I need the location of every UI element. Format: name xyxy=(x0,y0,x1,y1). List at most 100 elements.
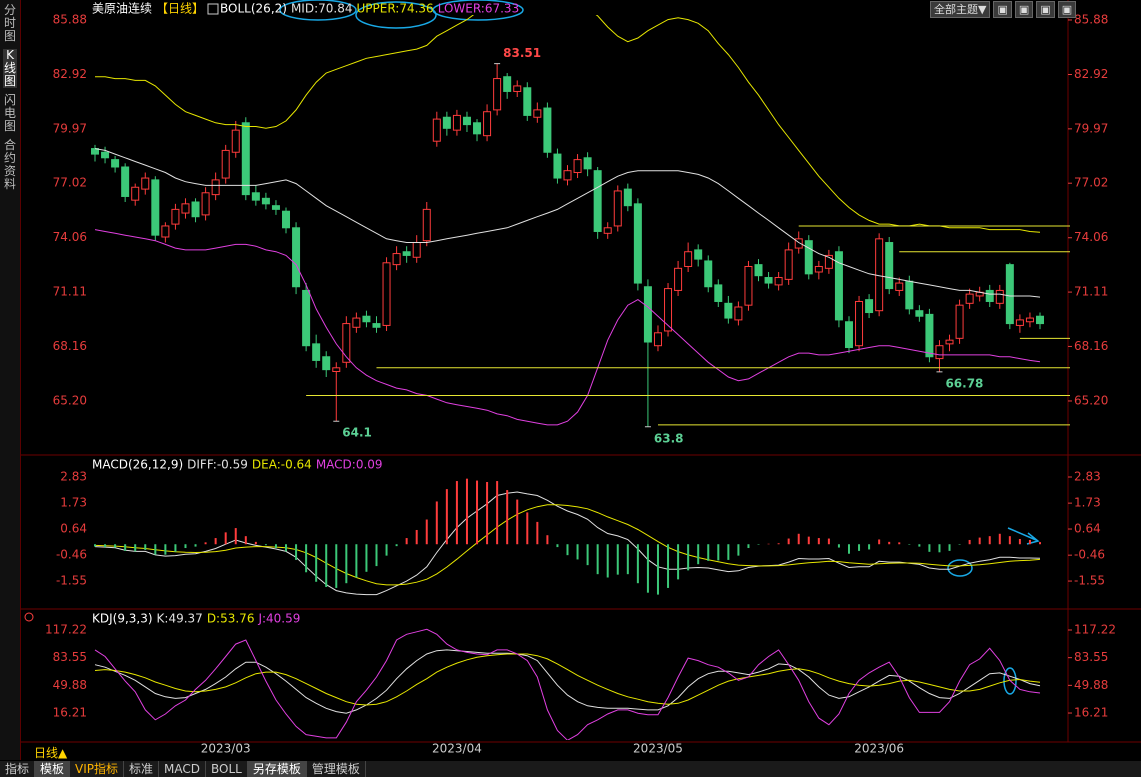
macd-bar xyxy=(476,480,479,545)
tab[interactable]: 指标 xyxy=(0,761,36,777)
macd-bar xyxy=(888,541,891,545)
side-tab[interactable]: K线图 xyxy=(3,48,17,88)
y-tick-label: 65.20 xyxy=(1074,393,1108,407)
y-tick-label: 85.88 xyxy=(53,12,87,26)
legend-label: D:53.76 xyxy=(207,612,255,626)
macd-bar xyxy=(767,543,770,545)
tool-button[interactable]: ▣ xyxy=(993,1,1012,18)
macd-bar xyxy=(677,544,680,580)
macd-bar xyxy=(757,544,760,545)
theme-select[interactable]: 全部主题▼ xyxy=(930,1,991,18)
candle-body xyxy=(462,116,471,126)
macd-bar xyxy=(1028,539,1031,545)
tab[interactable]: 模板 xyxy=(35,761,71,777)
side-tab[interactable]: 分时图 xyxy=(3,3,16,43)
panel-icon[interactable] xyxy=(24,612,34,622)
candle-body xyxy=(211,179,220,196)
macd-bar xyxy=(295,544,298,560)
macd-bar xyxy=(908,544,911,545)
macd-bar xyxy=(656,544,659,595)
indicator-icon[interactable] xyxy=(207,3,219,15)
macd-bar xyxy=(124,544,127,551)
macd-bar xyxy=(827,538,830,545)
macd-bar xyxy=(606,544,609,578)
candle-body xyxy=(302,289,311,347)
candle-body xyxy=(241,122,250,196)
macd-bar xyxy=(315,544,318,582)
series-line xyxy=(94,628,1041,740)
candle-body xyxy=(483,111,492,137)
macd-bar xyxy=(898,542,901,545)
macd-bar xyxy=(1018,539,1021,545)
candle-body xyxy=(201,192,210,216)
candle-body xyxy=(392,253,401,266)
y-tick-label: 117.22 xyxy=(45,622,87,636)
macd-bar xyxy=(797,533,800,545)
side-tab[interactable]: 闪电图 xyxy=(3,93,16,133)
annotation-label: 83.51 xyxy=(503,46,541,60)
macd-bar xyxy=(536,521,539,545)
macd-bar xyxy=(737,544,740,556)
highlight-ellipse xyxy=(355,1,437,29)
y-tick-label: 82.92 xyxy=(1074,67,1108,81)
candle-body xyxy=(181,203,190,214)
tab[interactable]: 管理模板 xyxy=(307,761,366,777)
y-tick-label: 71.11 xyxy=(1074,285,1108,299)
y-tick-label: 79.97 xyxy=(1074,121,1108,135)
macd-bar xyxy=(777,543,780,545)
candle-body xyxy=(1005,264,1014,325)
candle-body xyxy=(131,186,140,201)
macd-bar xyxy=(998,533,1001,545)
candle-body xyxy=(171,208,180,225)
period-select[interactable]: 日线▲ xyxy=(34,746,68,760)
candle-body xyxy=(774,277,783,286)
y-tick-label: 77.02 xyxy=(53,176,87,190)
candle-body xyxy=(533,109,542,118)
tab[interactable]: BOLL xyxy=(206,761,248,777)
candle-body xyxy=(744,265,753,306)
macd-bar xyxy=(596,544,599,575)
tab[interactable]: VIP指标 xyxy=(70,761,125,777)
macd-bar xyxy=(556,544,559,548)
candle-body xyxy=(432,118,441,142)
candle-body xyxy=(503,76,512,92)
y-tick-label: 49.88 xyxy=(1074,678,1108,692)
tool-button[interactable]: ▣ xyxy=(1036,1,1055,18)
arrow xyxy=(1007,527,1040,545)
tab[interactable]: 标准 xyxy=(124,761,160,777)
candle-body xyxy=(855,300,864,347)
legend-label: 【日线】 xyxy=(156,2,204,16)
macd-bar xyxy=(365,544,368,572)
y-tick-label: 1.73 xyxy=(1074,496,1101,510)
tool-button[interactable]: ▣ xyxy=(1014,1,1034,18)
macd-bar xyxy=(345,544,348,584)
macd-bar xyxy=(395,544,398,547)
tab[interactable]: MACD xyxy=(159,761,207,777)
candle-body xyxy=(352,317,361,328)
annotations xyxy=(279,0,1040,695)
candle-body xyxy=(714,284,723,302)
legend-label: LOWER:67.33 xyxy=(438,2,520,16)
macd-bar xyxy=(958,544,961,545)
candle-body xyxy=(563,170,572,181)
macd-bar xyxy=(938,544,941,553)
tab[interactable]: 另存模板 xyxy=(247,761,307,777)
macd-bar xyxy=(787,538,790,545)
macd-bar xyxy=(616,544,619,575)
macd-bar xyxy=(305,544,308,573)
macd-bar xyxy=(465,478,468,545)
legend-label: J:40.59 xyxy=(257,612,300,626)
macd-bar xyxy=(918,544,921,547)
bottom-tabs: 指标 模板 VIP指标 标准 MACD BOLL 另存模板 管理模板 xyxy=(0,761,1141,777)
candle-body xyxy=(543,107,552,153)
series-line xyxy=(94,148,1041,298)
tool-button[interactable]: ▣ xyxy=(1057,1,1077,18)
candle-body xyxy=(412,242,421,258)
candle-body xyxy=(452,114,461,131)
y-tick-label: -1.55 xyxy=(56,574,87,588)
side-tab[interactable]: 合约资料 xyxy=(3,138,16,191)
plot-area xyxy=(94,478,1041,596)
legend-label: UPPER:74.36 xyxy=(356,2,433,16)
macd-bar xyxy=(566,544,569,556)
